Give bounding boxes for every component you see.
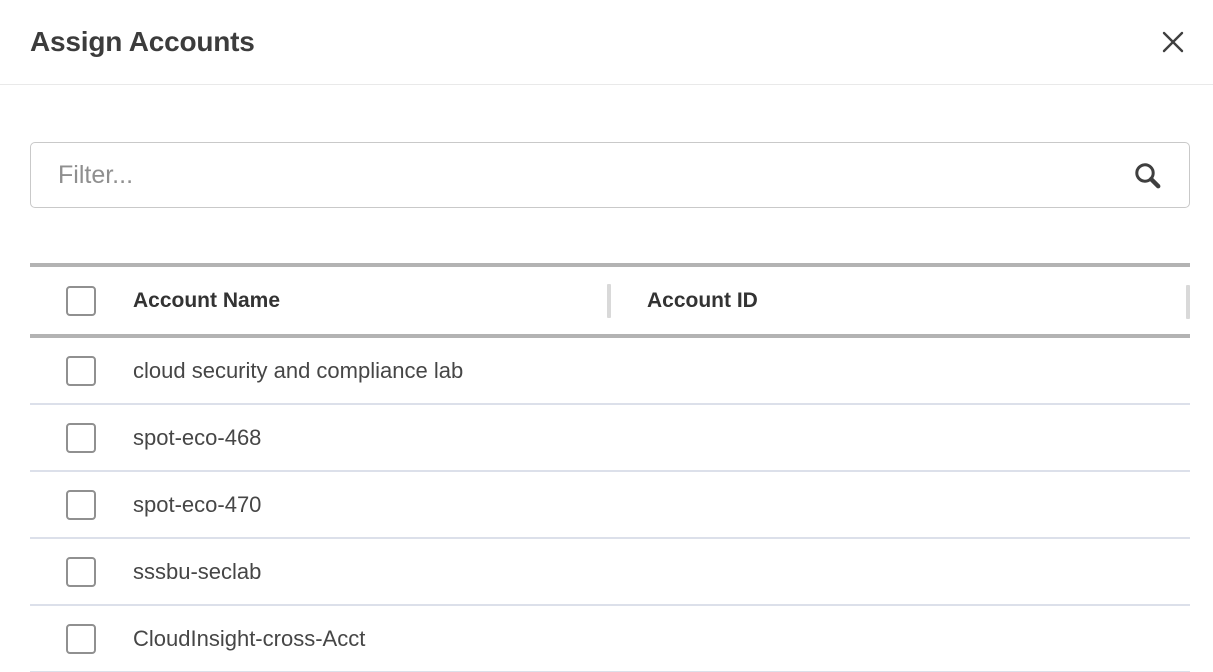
table-body: cloud security and compliance lab spot-e… [30, 338, 1190, 672]
modal-header: Assign Accounts [0, 0, 1213, 85]
table-row[interactable]: sssbu-seclab [30, 539, 1190, 606]
column-header-account-id[interactable]: Account ID [647, 288, 758, 312]
column-resize-handle[interactable] [607, 283, 611, 318]
row-checkbox-cell [30, 556, 133, 587]
row-checkbox[interactable] [66, 556, 96, 587]
row-checkbox[interactable] [66, 623, 96, 654]
close-icon [1162, 31, 1184, 53]
select-all-checkbox[interactable] [66, 285, 96, 316]
accounts-table: Account Name Account ID cloud security a… [30, 263, 1190, 672]
modal-body: Account Name Account ID cloud security a… [0, 142, 1213, 672]
column-header-account-name[interactable]: Account Name [133, 288, 281, 312]
account-name-cell: spot-eco-470 [133, 491, 262, 517]
table-header-row: Account Name Account ID [30, 267, 1190, 338]
account-name-cell: sssbu-seclab [133, 558, 262, 584]
table-row[interactable]: cloud security and compliance lab [30, 338, 1190, 405]
row-checkbox-cell [30, 489, 133, 520]
table-row[interactable]: CloudInsight-cross-Acct [30, 606, 1190, 672]
account-name-cell: cloud security and compliance lab [133, 357, 464, 383]
column-resize-handle[interactable] [1186, 285, 1190, 319]
row-checkbox-cell [30, 623, 133, 654]
row-checkbox[interactable] [66, 355, 96, 386]
search-button[interactable] [1131, 159, 1163, 191]
modal-title: Assign Accounts [30, 26, 255, 57]
row-checkbox[interactable] [66, 422, 96, 453]
account-name-cell: spot-eco-468 [133, 424, 262, 450]
filter-container [30, 142, 1190, 208]
account-name-cell: CloudInsight-cross-Acct [133, 625, 366, 651]
table-row[interactable]: spot-eco-468 [30, 405, 1190, 472]
row-checkbox[interactable] [66, 489, 96, 520]
row-checkbox-cell [30, 355, 133, 386]
close-button[interactable] [1160, 29, 1186, 55]
search-icon [1135, 163, 1161, 189]
select-all-cell [30, 285, 133, 316]
filter-input[interactable] [30, 142, 1190, 208]
table-row[interactable]: spot-eco-470 [30, 472, 1190, 539]
row-checkbox-cell [30, 422, 133, 453]
